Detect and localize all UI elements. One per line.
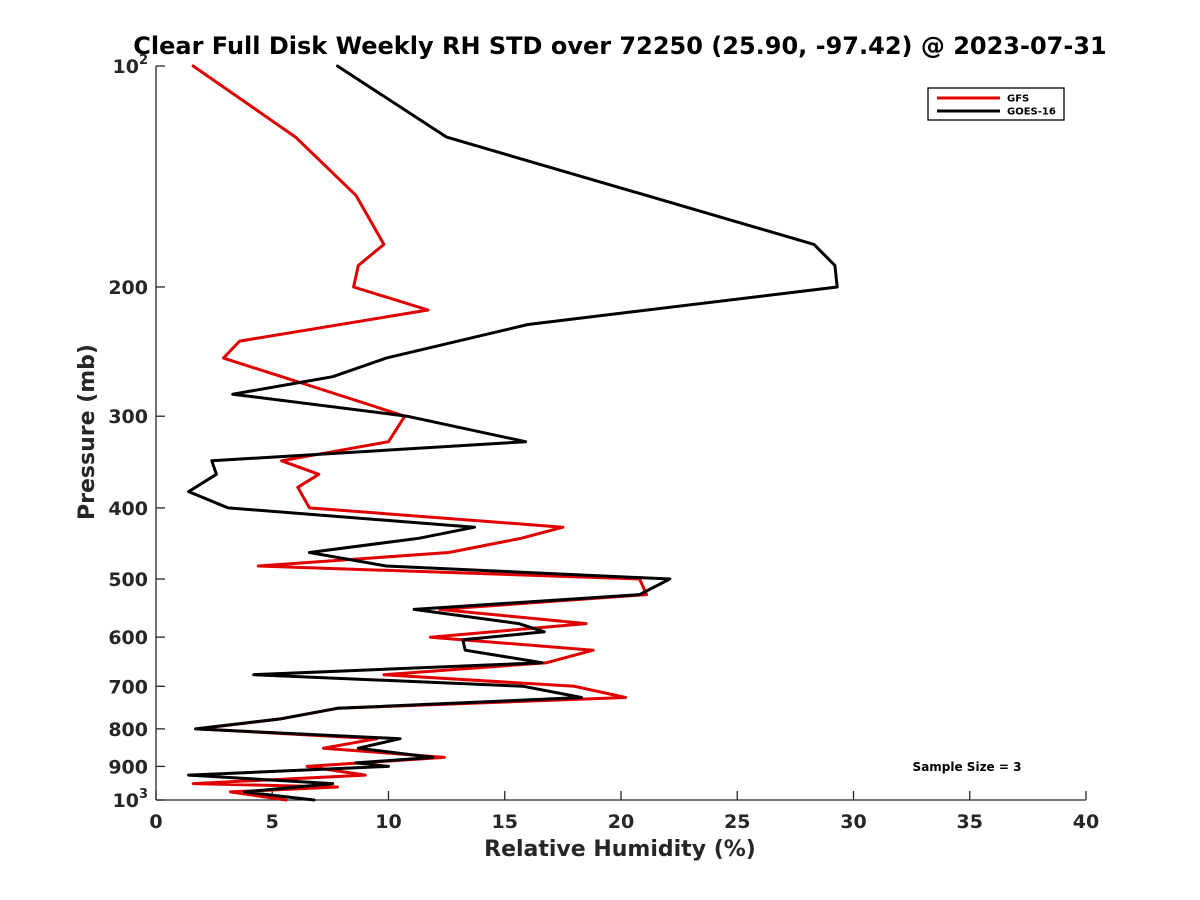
- sample-size-annotation: Sample Size = 3: [913, 760, 1022, 774]
- legend-label-gfs: GFS: [1007, 94, 1029, 105]
- x-tick-label: 35: [957, 811, 983, 833]
- x-tick-label: 20: [608, 811, 634, 833]
- y-tick-label: 300: [108, 406, 148, 428]
- y-tick-label: 600: [108, 627, 148, 649]
- chart-title: Clear Full Disk Weekly RH STD over 72250…: [133, 32, 1106, 60]
- x-tick-label: 10: [375, 811, 401, 833]
- y-tick-label: 500: [108, 569, 148, 591]
- legend-box: [927, 87, 1065, 121]
- series-line-goes-16: [187, 64, 839, 802]
- x-tick-label: 5: [266, 811, 279, 833]
- y-tick-label: 102: [113, 53, 149, 78]
- y-tick-label: 103: [113, 787, 149, 812]
- x-tick-label: 25: [724, 811, 750, 833]
- x-axis-label: Relative Humidity (%): [484, 837, 756, 862]
- x-tick-label: 0: [149, 811, 162, 833]
- series-lines: [187, 64, 839, 802]
- y-tick-label: 200: [108, 277, 148, 299]
- legend: GFS GOES-16: [927, 87, 1065, 121]
- legend-label-goes-16: GOES-16: [1007, 107, 1056, 118]
- series-line-gfs: [191, 64, 649, 802]
- y-tick-label: 700: [108, 676, 148, 698]
- x-tick-label: 15: [492, 811, 518, 833]
- y-tick-label: 900: [108, 756, 148, 778]
- x-tick-label: 40: [1073, 811, 1099, 833]
- y-axis-label: Pressure (mb): [75, 344, 100, 520]
- axes: 0 5 10 15 20 25 30 35 40 102 200 300 400 500 600 700 800…: [108, 53, 1099, 833]
- x-tick-label: 30: [840, 811, 866, 833]
- y-tick-label: 400: [108, 498, 148, 520]
- y-tick-label: 800: [108, 719, 148, 741]
